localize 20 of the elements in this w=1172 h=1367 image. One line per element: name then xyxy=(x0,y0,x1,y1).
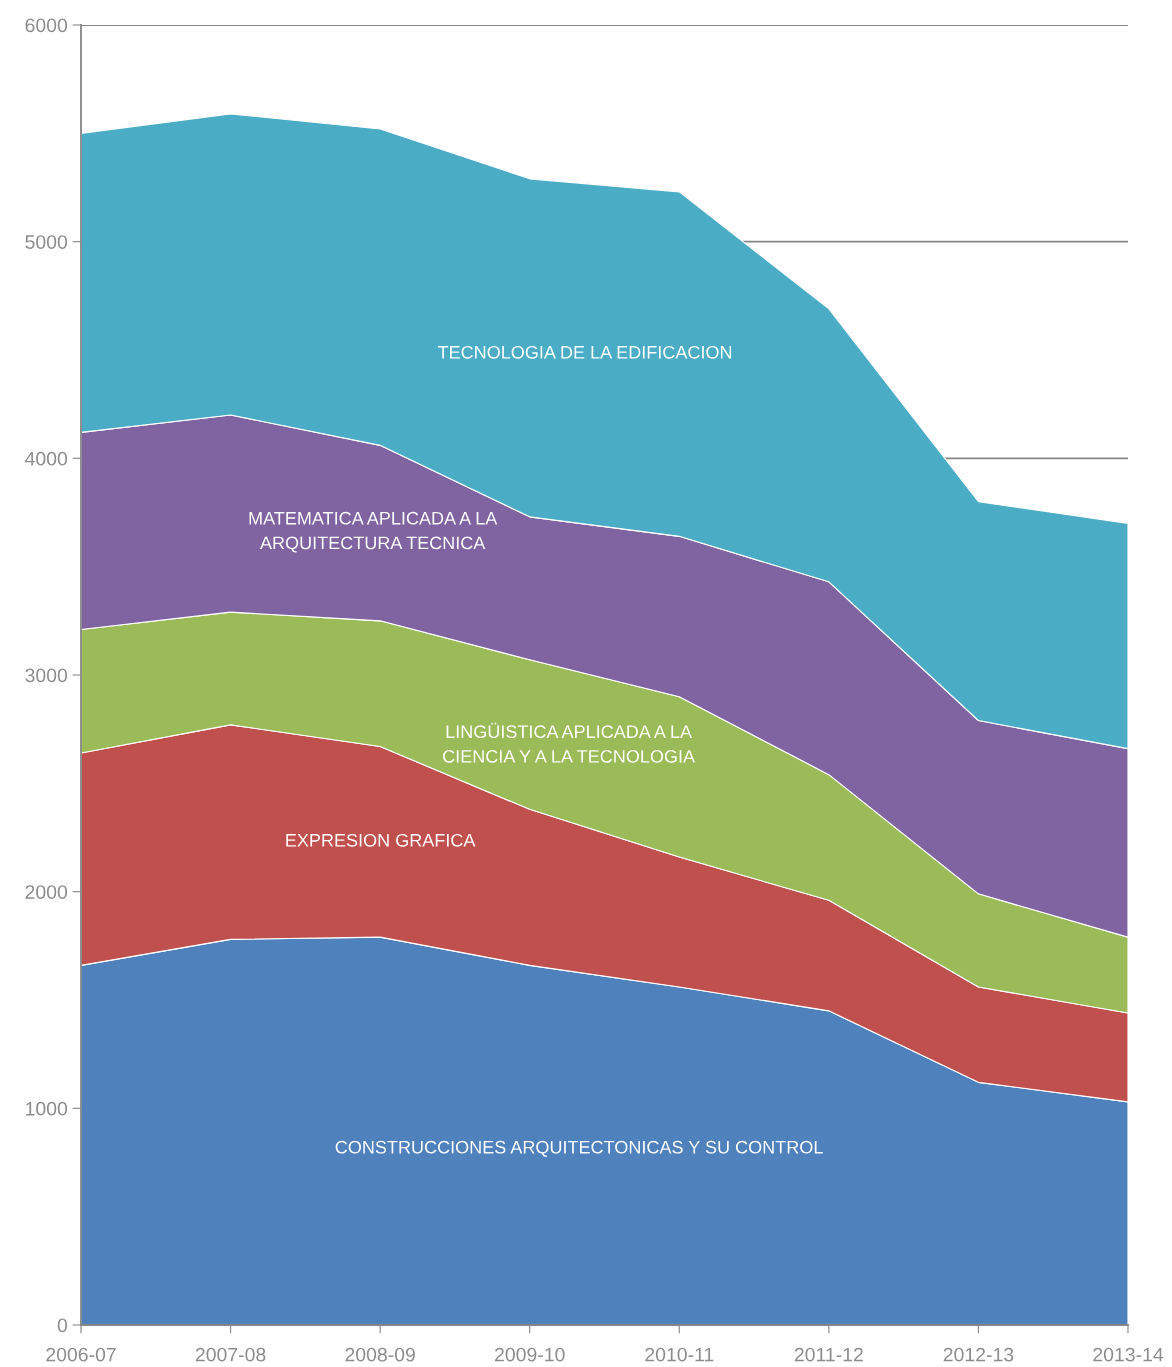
y-tick-label: 6000 xyxy=(25,18,68,33)
x-tick-label: 2006-07 xyxy=(46,1347,116,1362)
y-tick-label: 5000 xyxy=(25,235,68,249)
x-tick-label: 2013-14 xyxy=(1093,1347,1164,1362)
x-tick-label: 2012-13 xyxy=(943,1347,1014,1362)
x-tick-label: 2007-08 xyxy=(195,1347,266,1362)
x-tick-label: 2008-09 xyxy=(345,1347,415,1362)
y-tick-label: 3000 xyxy=(25,668,68,683)
x-tick-label: 2011-12 xyxy=(794,1347,863,1362)
series-label: CONSTRUCCIONES ARQUITECTONICAS Y SU CONTROL xyxy=(335,1140,823,1157)
x-tick-label: 2010-11 xyxy=(645,1347,714,1362)
y-tick-label: 0 xyxy=(57,1318,68,1333)
series-label: MATEMATICA APLICADA A LA ARQUITECTURA TECNICA xyxy=(249,511,498,553)
x-tick-label: 2009-10 xyxy=(495,1347,565,1362)
series-label: EXPRESION GRAFICA xyxy=(286,833,476,847)
y-tick-label: 4000 xyxy=(25,451,68,466)
series-label: TECNOLOGIA DE LA EDIFICACION xyxy=(437,345,732,359)
y-tick-label: 2000 xyxy=(25,885,68,899)
series-label: LINGÜISTICA APLICADA A LA CIENCIA Y A LA TECNOLOGIA xyxy=(443,722,696,763)
y-tick-label: 1000 xyxy=(26,1101,68,1116)
